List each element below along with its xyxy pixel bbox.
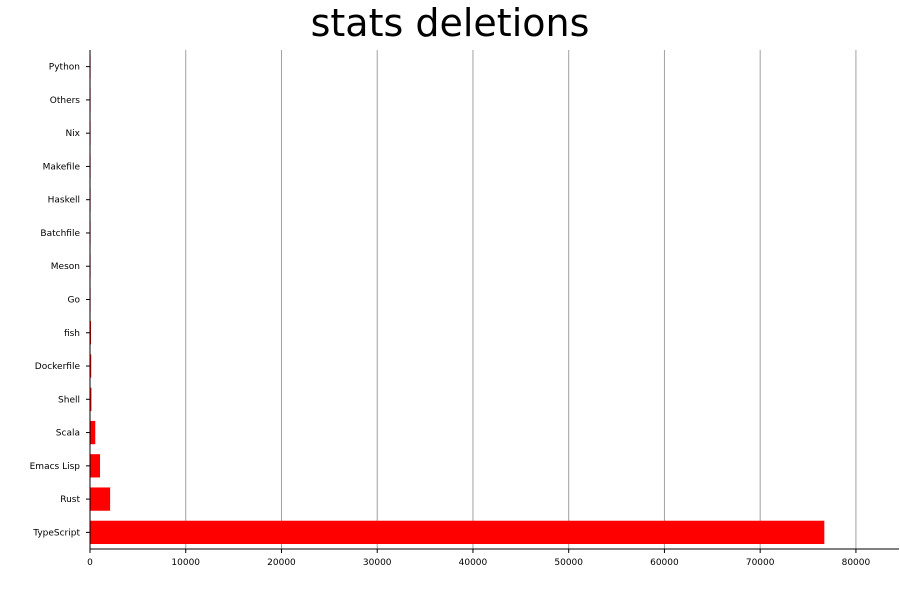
y-tick-label: Nix [65,129,80,139]
bar-shell [90,387,92,411]
x-tick-label: 10000 [171,558,200,568]
bar-fish [90,321,92,345]
bar-emacs-lisp [90,454,101,478]
y-tick-label: TypeScript [32,528,80,538]
chart-title: stats deletions [310,1,590,45]
x-tick-label: 40000 [459,558,488,568]
y-tick-label: Emacs Lisp [30,462,81,472]
bar-dockerfile [90,354,92,378]
y-tick-label: Python [49,63,80,73]
bar-rust [90,487,111,511]
axes [86,50,899,553]
y-tick-label: Makefile [43,162,81,172]
tick-labels: 0 10000 20000 30000 40000 50000 60000 70000 8000… [30,63,871,568]
y-tick-label: fish [64,329,80,339]
y-tick-label: Go [68,296,81,306]
y-tick-label: Shell [58,395,80,405]
x-tick-label: 80000 [842,558,871,568]
y-tick-label: Batchfile [40,229,80,239]
x-tick-label: 20000 [267,558,296,568]
grid-lines [185,50,857,549]
bar-scala [90,420,96,445]
y-tick-label: Rust [60,495,80,505]
y-tick-label: Haskell [48,196,80,206]
y-tick-label: Dockerfile [35,362,81,372]
y-tick-label: Meson [51,262,80,272]
x-tick-label: 50000 [554,558,583,568]
x-tick-label: 60000 [650,558,679,568]
y-tick-label: Scala [56,429,80,439]
bars [90,54,825,545]
bar-typescript [90,520,825,545]
x-tick-label: 70000 [746,558,775,568]
y-tick-label: Others [50,96,81,106]
x-tick-label: 30000 [363,558,392,568]
x-tick-label: 0 [87,558,93,568]
